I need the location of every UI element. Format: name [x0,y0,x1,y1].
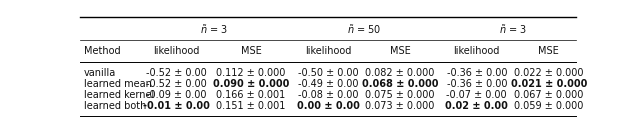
Text: likelihood: likelihood [454,46,500,56]
Text: 0.02 ± 0.00: 0.02 ± 0.00 [445,101,508,111]
Text: 0.166 ± 0.001: 0.166 ± 0.001 [216,90,285,100]
Text: -0.36 ± 0.00: -0.36 ± 0.00 [447,79,507,89]
Text: learned both: learned both [84,101,147,111]
Text: 0.075 ± 0.000: 0.075 ± 0.000 [365,90,435,100]
Text: 0.068 ± 0.000: 0.068 ± 0.000 [362,79,438,89]
Text: -0.52 ± 0.00: -0.52 ± 0.00 [147,79,207,89]
Text: MSE: MSE [538,46,559,56]
Text: 0.021 ± 0.000: 0.021 ± 0.000 [511,79,587,89]
Text: -0.49 ± 0.00: -0.49 ± 0.00 [298,79,358,89]
Text: -0.36 ± 0.00: -0.36 ± 0.00 [447,68,507,78]
Text: 0.059 ± 0.000: 0.059 ± 0.000 [514,101,584,111]
Text: vanilla: vanilla [84,68,116,78]
Text: 0.112 ± 0.000: 0.112 ± 0.000 [216,68,286,78]
Text: MSE: MSE [390,46,410,56]
Text: -0.52 ± 0.00: -0.52 ± 0.00 [147,68,207,78]
Text: $\tilde{n}$ = 3: $\tilde{n}$ = 3 [499,23,527,36]
Text: -0.50 ± 0.00: -0.50 ± 0.00 [298,68,358,78]
Text: 0.090 ± 0.000: 0.090 ± 0.000 [213,79,289,89]
Text: 0.067 ± 0.000: 0.067 ± 0.000 [514,90,584,100]
Text: MSE: MSE [241,46,262,56]
Text: 0.073 ± 0.000: 0.073 ± 0.000 [365,101,435,111]
Text: Method: Method [84,46,120,56]
Text: 0.022 ± 0.000: 0.022 ± 0.000 [514,68,584,78]
Text: -0.09 ± 0.00: -0.09 ± 0.00 [147,90,207,100]
Text: learned kernel: learned kernel [84,90,154,100]
Text: -0.07 ± 0.00: -0.07 ± 0.00 [447,90,507,100]
Text: 0.082 ± 0.000: 0.082 ± 0.000 [365,68,435,78]
Text: 0.151 ± 0.001: 0.151 ± 0.001 [216,101,286,111]
Text: -0.08 ± 0.00: -0.08 ± 0.00 [298,90,358,100]
Text: likelihood: likelihood [305,46,351,56]
Text: 0.00 ± 0.00: 0.00 ± 0.00 [296,101,360,111]
Text: likelihood: likelihood [154,46,200,56]
Text: -0.01 ± 0.00: -0.01 ± 0.00 [143,101,210,111]
Text: $\tilde{n}$ = 50: $\tilde{n}$ = 50 [347,23,381,36]
Text: learned mean: learned mean [84,79,152,89]
Text: $\tilde{n}$ = 3: $\tilde{n}$ = 3 [200,23,228,36]
